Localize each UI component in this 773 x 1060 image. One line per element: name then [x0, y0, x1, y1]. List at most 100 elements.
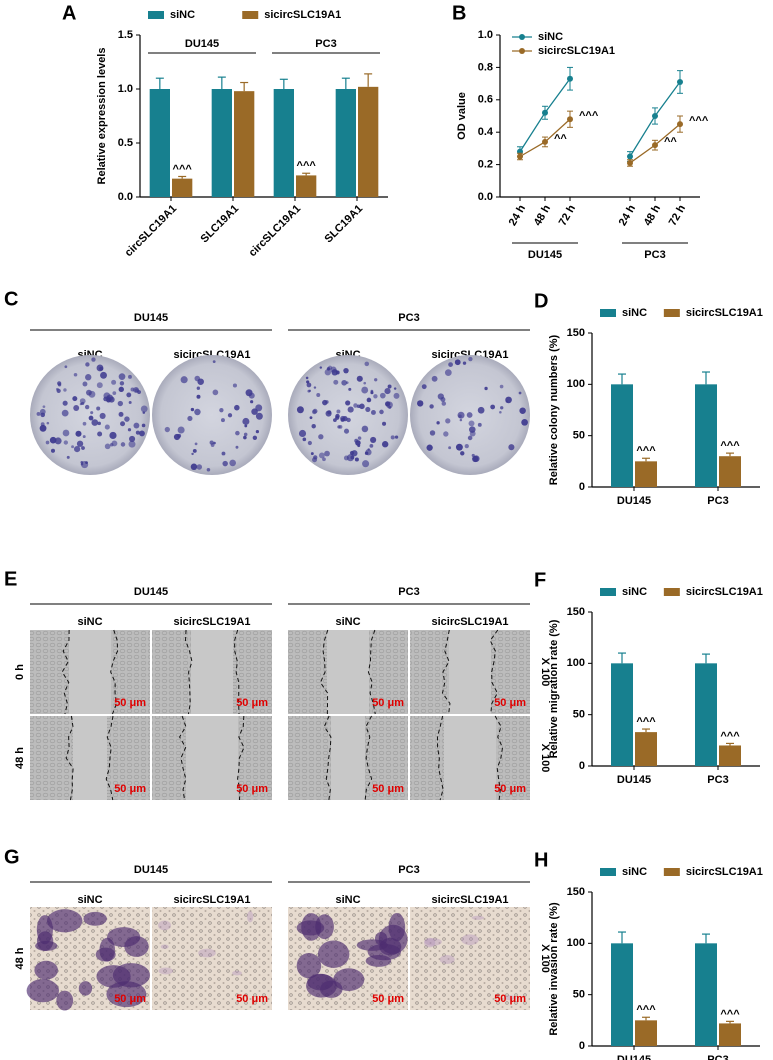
colony [81, 446, 85, 450]
stained-cells [232, 970, 242, 976]
colony [351, 450, 358, 457]
colony [91, 357, 96, 362]
colony [325, 410, 332, 417]
stained-cells [107, 927, 141, 948]
condition-label: siNC [77, 616, 102, 628]
colony [518, 391, 522, 395]
colony [96, 406, 101, 411]
panel-label: D [534, 290, 548, 312]
legend-label: sicircSLC19A1 [264, 9, 341, 21]
scratch-gap [191, 630, 233, 714]
colony [477, 406, 485, 414]
colony [255, 429, 260, 434]
legend-label: sicircSLC19A1 [686, 307, 763, 319]
bar [695, 663, 717, 766]
colony [350, 455, 355, 460]
colony [426, 444, 433, 451]
significance: ^^^ [579, 110, 599, 122]
condition-label: sicircSLC19A1 [173, 349, 250, 361]
group-label: DU145 [528, 249, 562, 261]
group-label: PC3 [398, 864, 419, 876]
colony [379, 392, 386, 399]
colony [222, 460, 228, 467]
colony [364, 361, 370, 367]
colony [82, 421, 87, 426]
colony [343, 367, 349, 374]
colony [140, 405, 148, 413]
stained-cells [333, 968, 365, 992]
stained-cells [365, 954, 392, 967]
colony [331, 369, 338, 376]
colony [234, 404, 240, 411]
row-label: 0 h [14, 664, 26, 680]
colony [120, 442, 126, 447]
colony [484, 386, 488, 391]
colony [66, 455, 70, 459]
magnification-label: X 100 [539, 744, 551, 773]
colony [250, 400, 254, 404]
colony [133, 387, 139, 393]
colony [390, 435, 395, 440]
colony [365, 449, 372, 456]
colony-plate [288, 355, 408, 475]
scratch-edge [179, 715, 187, 801]
colony [508, 444, 515, 451]
scratch-edge [494, 715, 504, 801]
bar [172, 178, 193, 197]
significance: ^^^ [297, 160, 317, 172]
colony [192, 448, 197, 453]
colony [76, 440, 84, 447]
colony [212, 389, 219, 396]
panel-label: H [534, 849, 548, 871]
colony [306, 380, 310, 384]
legend-swatch [600, 588, 616, 596]
colony [343, 455, 349, 461]
colony [324, 450, 330, 457]
colony [85, 374, 92, 381]
colony [327, 365, 333, 370]
colony [235, 430, 240, 436]
scratch-gap [449, 630, 491, 714]
colony [196, 464, 203, 470]
colony [309, 416, 313, 420]
colony [109, 431, 117, 440]
point [652, 113, 658, 119]
colony [126, 392, 132, 398]
y-tick-label: 100 [567, 657, 585, 669]
panel-label: G [4, 846, 20, 868]
point [677, 121, 683, 128]
colony [443, 431, 449, 437]
colony [460, 451, 465, 456]
colony [129, 435, 136, 442]
colony [429, 430, 436, 436]
scale-bar-label: 50 μm [372, 697, 404, 709]
colony [84, 404, 90, 410]
x-tick-label: 24 h [617, 203, 639, 228]
colony [519, 407, 526, 414]
scratch-edge [323, 715, 332, 801]
colony [235, 445, 239, 449]
colony [310, 452, 314, 456]
colony [99, 366, 104, 371]
panel-label: A [62, 2, 76, 24]
x-tick-label: 48 h [532, 203, 554, 228]
y-tick-label: 150 [567, 886, 585, 898]
panel-label: C [4, 288, 18, 310]
colony [505, 400, 509, 403]
legend-marker [519, 34, 525, 40]
colony [316, 393, 321, 397]
condition-label: sicircSLC19A1 [173, 894, 250, 906]
colony [196, 386, 201, 390]
scratch-edge [364, 715, 373, 801]
colony [388, 405, 392, 409]
magnification-label: X 100 [539, 944, 551, 973]
colony [333, 379, 339, 385]
colony [164, 426, 170, 433]
colony [305, 376, 309, 380]
colony [73, 372, 78, 377]
colony-plate [152, 355, 272, 475]
point [677, 78, 683, 85]
colony [393, 387, 397, 390]
x-tick-label: PC3 [707, 495, 728, 507]
scratch-gap [444, 716, 496, 800]
